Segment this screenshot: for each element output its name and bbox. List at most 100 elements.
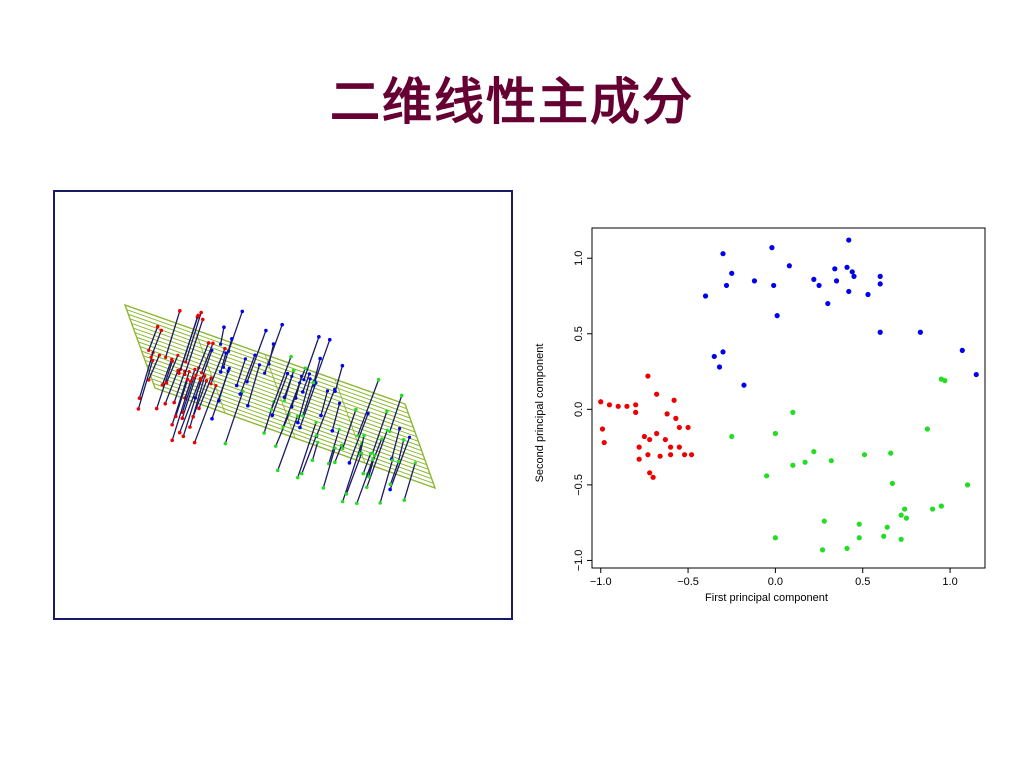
data-point-3d xyxy=(273,444,278,448)
projection-line xyxy=(219,327,225,345)
projection-line xyxy=(334,365,344,392)
projection-line xyxy=(200,343,214,373)
projected-point xyxy=(188,379,193,383)
data-point-3d xyxy=(275,468,280,473)
data-point-3d xyxy=(159,328,164,333)
projected-point xyxy=(176,368,180,373)
projected-point xyxy=(183,372,187,377)
scatter-point xyxy=(601,439,607,446)
scatter-point xyxy=(774,313,780,319)
data-point-3d xyxy=(295,475,300,480)
projection-line xyxy=(312,339,331,386)
projected-point xyxy=(282,399,286,403)
scatter-point xyxy=(865,291,871,298)
scatter-point xyxy=(888,450,894,456)
data-point-3d xyxy=(340,363,345,368)
projection-line xyxy=(366,430,388,488)
projection-line xyxy=(362,453,372,474)
projection-line xyxy=(299,382,317,428)
projected-point xyxy=(373,454,377,458)
scatter-point xyxy=(676,444,682,450)
data-point-3d xyxy=(303,366,308,371)
data-point-3d xyxy=(246,403,250,408)
data-point-3d xyxy=(196,313,201,318)
data-point-3d xyxy=(240,309,245,314)
scatter-point xyxy=(811,449,817,455)
projected-point xyxy=(243,357,247,361)
data-point-3d xyxy=(216,398,221,403)
projection-line xyxy=(239,354,256,395)
plane-grid-line xyxy=(264,354,296,439)
projected-point xyxy=(325,389,330,393)
scatter-point xyxy=(716,364,723,370)
scatter-point xyxy=(816,282,822,289)
data-point-3d xyxy=(264,328,268,333)
data-point-3d xyxy=(155,324,160,329)
projection-line xyxy=(161,358,173,386)
data-point-3d xyxy=(319,413,323,418)
scatter-point xyxy=(973,371,979,378)
x-tick-label: −1.0 xyxy=(590,576,612,588)
scatter-point xyxy=(898,512,904,518)
scatter-point xyxy=(654,391,660,397)
projection-line xyxy=(210,348,226,385)
scatter-point xyxy=(828,458,834,464)
projection-line xyxy=(270,356,292,411)
x-tick-label: −0.5 xyxy=(677,576,699,588)
projected-point xyxy=(149,355,153,359)
data-point-3d xyxy=(385,409,389,414)
scatter-point xyxy=(898,536,904,542)
projected-point xyxy=(257,363,262,367)
data-point-3d xyxy=(154,406,159,411)
projection-line xyxy=(389,461,400,485)
projection-line xyxy=(271,373,289,416)
projected-point xyxy=(184,360,188,364)
projected-point xyxy=(209,382,213,386)
projected-point xyxy=(360,451,364,455)
projected-point xyxy=(316,440,320,444)
data-point-3d xyxy=(262,431,266,435)
scatter-point xyxy=(751,278,758,284)
scatter-point xyxy=(636,456,642,462)
projection-line xyxy=(315,389,336,437)
projection-line xyxy=(342,409,357,449)
projection-line xyxy=(137,360,154,410)
data-point-3d xyxy=(355,501,359,506)
scatter-point xyxy=(844,264,850,270)
scatter-point xyxy=(811,276,817,282)
data-point-3d xyxy=(401,437,406,442)
projection-line xyxy=(282,368,306,428)
scatter-point xyxy=(647,436,653,443)
projection-line xyxy=(192,380,208,417)
projection-line xyxy=(138,352,154,399)
projected-point xyxy=(187,369,191,374)
projection-line xyxy=(275,413,290,447)
projection-line xyxy=(227,311,243,352)
scatter-point xyxy=(688,452,695,458)
scatter-point xyxy=(856,535,862,541)
projected-point xyxy=(308,377,312,381)
data-point-3d xyxy=(354,407,358,412)
scatter-point xyxy=(654,430,660,437)
projection-line xyxy=(283,370,295,402)
projected-point xyxy=(170,359,174,363)
data-point-3d xyxy=(164,381,169,385)
data-point-3d xyxy=(223,346,227,351)
scatter-point xyxy=(825,300,831,307)
scatter-point xyxy=(664,411,670,417)
data-point-3d xyxy=(199,310,203,315)
plane-grid-line xyxy=(194,329,226,414)
projection-line xyxy=(189,375,206,428)
projection-line xyxy=(359,435,365,455)
data-point-3d xyxy=(218,370,223,374)
pca-scatter-panel: −1.0 −0.5 0.0 0.5 1.0 −1.0 −0.5 0.0 0.5 1.0 First … xyxy=(525,220,1005,620)
scatter-point xyxy=(902,506,908,512)
data-point-3d xyxy=(402,498,407,502)
scatter-point xyxy=(881,533,887,539)
projected-point xyxy=(177,371,181,376)
scatter-point xyxy=(938,503,944,509)
scatter-point xyxy=(764,473,770,479)
projection-line xyxy=(397,439,405,462)
data-point-3d xyxy=(362,433,366,438)
scatter-point xyxy=(942,378,948,384)
